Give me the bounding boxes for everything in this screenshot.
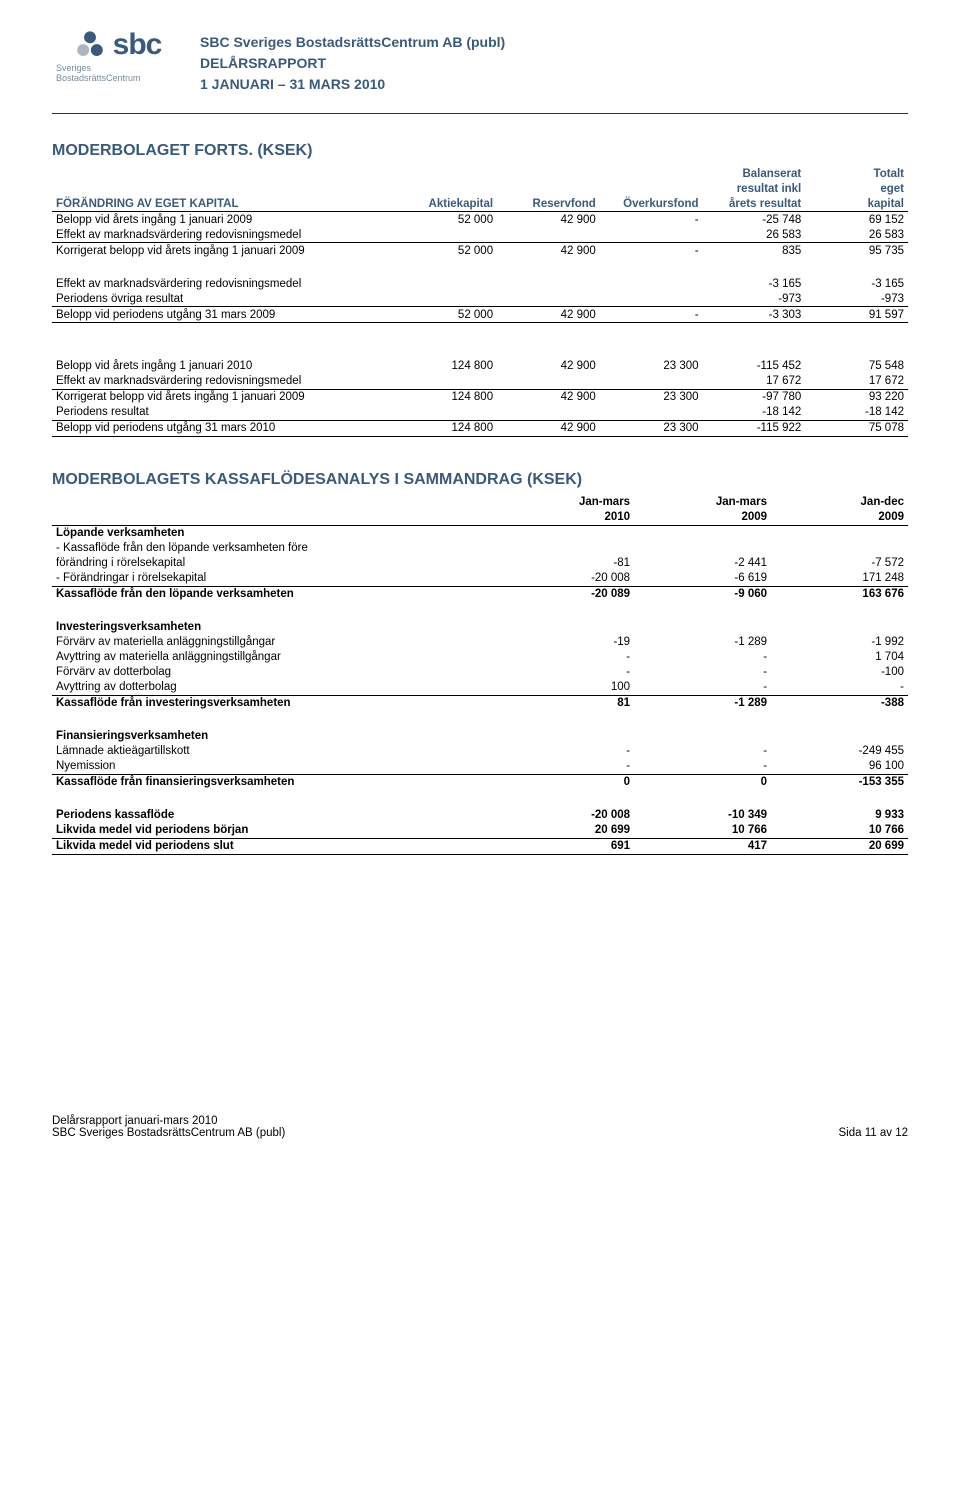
table-row: Belopp vid årets ingång 1 januari 2010 1… xyxy=(52,359,908,374)
table-row: Periodens övriga resultat -973 -973 xyxy=(52,291,908,307)
sbc-logo-icon xyxy=(73,28,107,62)
table-row: Kassaflöde från finansieringsverksamhete… xyxy=(52,774,908,790)
table-row: Korrigerat belopp vid årets ingång 1 jan… xyxy=(52,243,908,259)
col5-h1: Totalt xyxy=(805,166,908,181)
doc-title-line1: SBC Sveriges BostadsrättsCentrum AB (pub… xyxy=(200,32,505,53)
table-row: Kassaflöde från investeringsverksamheten… xyxy=(52,695,908,711)
equity-table: Balanserat Totalt resultat inkl eget FÖR… xyxy=(52,166,908,437)
doc-title-line3: 1 JANUARI – 31 MARS 2010 xyxy=(200,74,505,95)
table-row: Periodens kassaflöde -20 008 -10 349 9 9… xyxy=(52,808,908,823)
page-footer: Delårsrapport januari-mars 2010 SBC Sver… xyxy=(52,1115,908,1139)
table-row: Effekt av marknadsvärdering redovisnings… xyxy=(52,374,908,390)
table-row: Avyttring av dotterbolag 100 - - xyxy=(52,680,908,696)
logo: sbc xyxy=(73,28,162,62)
cash-h3b: 2009 xyxy=(771,510,908,526)
table-row: Korrigerat belopp vid årets ingång 1 jan… xyxy=(52,389,908,405)
footer-line1: Delårsrapport januari-mars 2010 xyxy=(52,1115,285,1127)
col4-h3: årets resultat xyxy=(703,196,806,212)
equity-block-1: Belopp vid årets ingång 1 januari 2009 5… xyxy=(52,212,908,437)
table-row: Kassaflöde från den löpande verksamheten… xyxy=(52,586,908,602)
table-row: - Kassaflöde från den löpande verksamhet… xyxy=(52,541,908,556)
doc-title-line2: DELÅRSRAPPORT xyxy=(200,53,505,74)
doc-title: SBC Sveriges BostadsrättsCentrum AB (pub… xyxy=(200,28,505,95)
footer-line2: SBC Sveriges BostadsrättsCentrum AB (pub… xyxy=(52,1127,285,1139)
footer-left: Delårsrapport januari-mars 2010 SBC Sver… xyxy=(52,1115,285,1139)
table-row: Förvärv av materiella anläggningstillgån… xyxy=(52,635,908,650)
cash-h1b: 2010 xyxy=(497,510,634,526)
table-row: Likvida medel vid periodens början 20 69… xyxy=(52,823,908,839)
table-row: Lämnade aktieägartillskott - - -249 455 xyxy=(52,744,908,759)
cash-h1a: Jan-mars xyxy=(497,495,634,510)
col5-h2: eget xyxy=(805,181,908,196)
logo-text: sbc xyxy=(113,28,162,62)
logo-block: sbc Sveriges BostadsrättsCentrum xyxy=(52,28,182,84)
table-row: Löpande verksamheten xyxy=(52,525,908,541)
logo-sub2: BostadsrättsCentrum xyxy=(56,73,141,83)
table-row: Periodens resultat -18 142 -18 142 xyxy=(52,405,908,421)
footer-page: Sida 11 av 12 xyxy=(839,1127,908,1139)
col4-h1: Balanserat xyxy=(703,166,806,181)
table-row: Belopp vid periodens utgång 31 mars 2010… xyxy=(52,420,908,436)
col2-h: Reservfond xyxy=(497,196,600,212)
col3-h: Överkursfond xyxy=(600,196,703,212)
table-row: Belopp vid årets ingång 1 januari 2009 5… xyxy=(52,212,908,228)
col5-h3: kapital xyxy=(805,196,908,212)
page: sbc Sveriges BostadsrättsCentrum SBC Sve… xyxy=(0,0,960,1159)
table-row: förändring i rörelsekapital -81 -2 441 -… xyxy=(52,556,908,571)
col0-h: FÖRÄNDRING AV EGET KAPITAL xyxy=(52,196,394,212)
col4-h2: resultat inkl xyxy=(703,181,806,196)
table-row: Förvärv av dotterbolag - - -100 xyxy=(52,665,908,680)
table-row: Avyttring av materiella anläggningstillg… xyxy=(52,650,908,665)
table-row: - Förändringar i rörelsekapital -20 008 … xyxy=(52,571,908,587)
cash-section-title: MODERBOLAGETS KASSAFLÖDESANALYS I SAMMAN… xyxy=(52,471,908,489)
table-row: Effekt av marknadsvärdering redovisnings… xyxy=(52,276,908,291)
table-row: Nyemission - - 96 100 xyxy=(52,759,908,775)
table-row: Effekt av marknadsvärdering redovisnings… xyxy=(52,227,908,243)
equity-section-title: MODERBOLAGET FORTS. (KSEK) xyxy=(52,142,908,160)
cash-h2b: 2009 xyxy=(634,510,771,526)
col1-h: Aktiekapital xyxy=(394,196,497,212)
table-row: Likvida medel vid periodens slut 691 417… xyxy=(52,838,908,854)
logo-subtext: Sveriges BostadsrättsCentrum xyxy=(52,64,182,84)
logo-sub1: Sveriges xyxy=(56,63,91,73)
table-row: Belopp vid periodens utgång 31 mars 2009… xyxy=(52,307,908,323)
cash-h2a: Jan-mars xyxy=(634,495,771,510)
table-row: Finansieringsverksamheten xyxy=(52,729,908,744)
table-row: Investeringsverksamheten xyxy=(52,620,908,635)
cashflow-table: Jan-mars Jan-mars Jan-dec 2010 2009 2009… xyxy=(52,495,908,855)
document-header: sbc Sveriges BostadsrättsCentrum SBC Sve… xyxy=(52,28,908,114)
cash-h3a: Jan-dec xyxy=(771,495,908,510)
